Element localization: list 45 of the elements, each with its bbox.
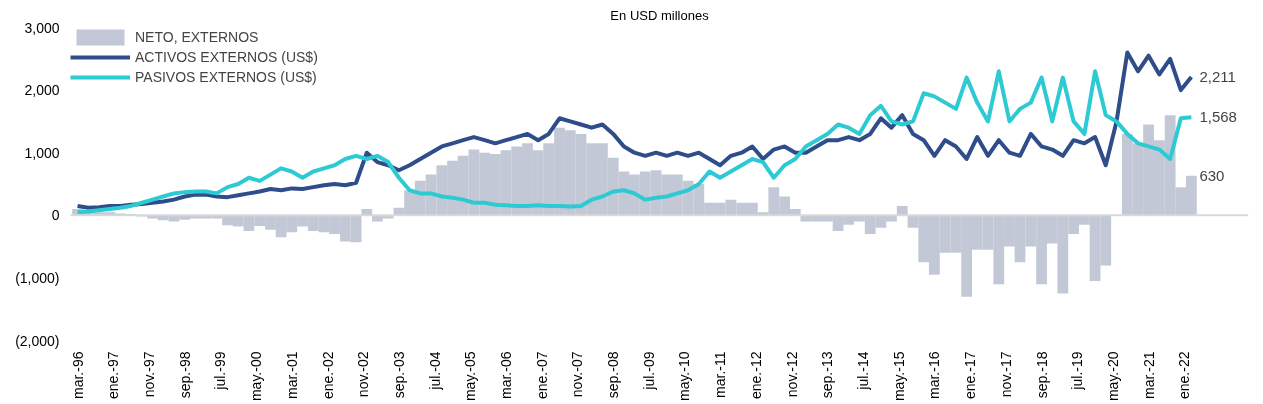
x-tick-label: jul.-19 [1069,351,1086,391]
legend-label: PASIVOS EXTERNOS (US$) [135,69,317,85]
x-tick-label: mar.-01 [283,351,300,399]
x-tick-label: nov.-12 [783,351,800,398]
x-tick-label: ene.-07 [533,351,550,399]
legend-label: ACTIVOS EXTERNOS (US$) [135,49,318,65]
x-tick-label: jul.-99 [212,351,229,391]
x-tick-label: ene.-22 [1176,351,1193,399]
x-tick-label: sep.-03 [390,351,407,399]
x-tick-label: may.-00 [248,351,265,402]
y-tick-label: 1,000 [24,144,60,161]
legend-label: NETO, EXTERNOS [135,29,259,45]
annotation: 630 [1199,166,1225,184]
y-tick-label: 3,000 [24,19,60,36]
x-tick-label: sep.-18 [1033,351,1050,399]
x-tick-label: may.-05 [462,351,479,402]
x-tick-label: may.-20 [1104,351,1121,402]
x-tick-label: sep.-08 [605,351,622,399]
y-tick-label: 0 [51,207,60,224]
x-tick-label: ene.-17 [962,351,979,399]
x-tick-label: sep.-98 [176,351,193,399]
x-tick-label: may.-10 [676,351,693,402]
x-tick-label: mar.-96 [69,351,86,399]
x-tick-label: may.-15 [890,351,907,402]
x-tick-label: jul.-04 [426,351,443,391]
x-tick-label: ene.-97 [105,351,122,399]
y-tick-label: (1,000) [15,269,60,286]
chart-title: En USD millones [610,7,710,23]
x-tick-label: nov.-07 [569,351,586,398]
x-tick-label: jul.-14 [854,351,871,391]
x-tick-label: ene.-02 [319,351,336,399]
annotation: 2,211 [1199,67,1236,85]
x-tick-label: nov.-97 [141,351,158,398]
x-tick-label: nov.-02 [355,351,372,398]
x-tick-label: mar.-21 [1140,351,1157,399]
x-tick-label: mar.-16 [926,351,943,399]
y-tick-label: (2,000) [15,332,60,349]
x-tick-label: ene.-12 [747,351,764,399]
x-tick-label: mar.-11 [712,351,729,398]
x-tick-label: sep.-13 [819,351,836,399]
x-tick-label: mar.-06 [497,351,514,399]
annotation: 1,568 [1199,108,1237,126]
x-tick-label: jul.-09 [640,351,657,391]
y-tick-label: 2,000 [24,82,60,99]
x-tick-label: nov.-17 [997,351,1014,398]
